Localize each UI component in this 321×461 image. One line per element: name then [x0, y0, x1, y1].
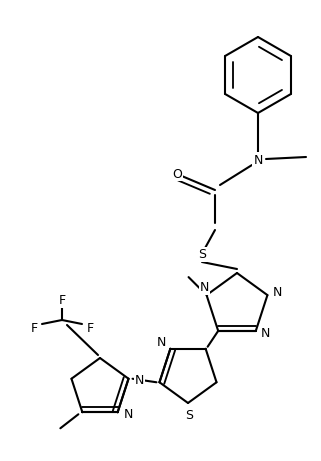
Text: F: F [86, 321, 93, 335]
Text: S: S [185, 408, 193, 421]
Text: S: S [198, 248, 206, 261]
Text: N: N [124, 408, 133, 421]
Text: N: N [253, 154, 263, 166]
Text: N: N [135, 374, 144, 387]
Text: O: O [172, 167, 182, 181]
Text: F: F [30, 321, 38, 335]
Text: N: N [261, 327, 271, 340]
Text: N: N [200, 281, 209, 294]
Text: F: F [58, 294, 65, 307]
Text: N: N [273, 286, 282, 299]
Text: N: N [157, 336, 166, 349]
